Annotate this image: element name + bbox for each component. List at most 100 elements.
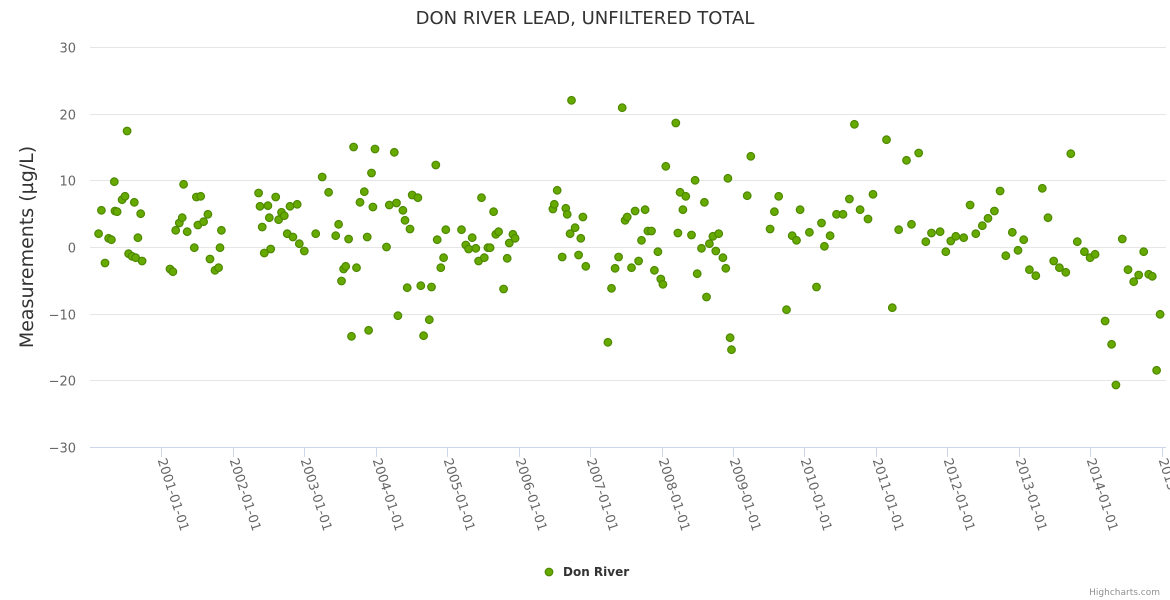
data-point[interactable] — [364, 325, 374, 335]
data-point[interactable] — [112, 207, 122, 217]
data-point[interactable] — [479, 253, 489, 263]
data-point[interactable] — [171, 225, 181, 235]
data-point[interactable] — [914, 148, 924, 158]
data-point[interactable] — [727, 345, 736, 355]
data-point[interactable] — [177, 213, 187, 223]
data-point[interactable] — [1100, 316, 1110, 326]
data-point[interactable] — [681, 191, 691, 201]
data-point[interactable] — [647, 226, 656, 236]
data-point[interactable] — [341, 261, 351, 271]
data-point[interactable] — [334, 219, 344, 229]
data-point[interactable] — [855, 205, 865, 215]
data-point[interactable] — [431, 160, 441, 170]
data-point[interactable] — [565, 229, 575, 239]
data-point[interactable] — [494, 227, 504, 237]
data-point[interactable] — [557, 252, 567, 262]
data-point[interactable] — [765, 224, 775, 234]
data-point[interactable] — [504, 238, 514, 248]
data-point[interactable] — [792, 235, 801, 245]
data-point[interactable] — [485, 243, 495, 253]
data-point[interactable] — [311, 229, 321, 239]
data-point[interactable] — [457, 225, 466, 235]
data-point[interactable] — [610, 263, 620, 273]
data-point[interactable] — [653, 247, 663, 257]
data-point[interactable] — [349, 142, 359, 152]
data-point[interactable] — [1037, 183, 1047, 193]
data-point[interactable] — [389, 147, 399, 157]
data-point[interactable] — [1129, 277, 1139, 287]
data-point[interactable] — [705, 239, 714, 249]
data-point[interactable] — [317, 172, 327, 182]
data-point[interactable] — [133, 233, 143, 243]
data-point[interactable] — [292, 199, 302, 209]
data-point[interactable] — [805, 227, 814, 237]
legend-item-don-river[interactable]: Don River — [563, 565, 629, 579]
data-point[interactable] — [344, 234, 354, 244]
data-point[interactable] — [650, 265, 659, 275]
data-point[interactable] — [257, 222, 267, 232]
data-point[interactable] — [742, 191, 752, 201]
data-point[interactable] — [120, 191, 130, 201]
data-point[interactable] — [941, 247, 951, 257]
data-point[interactable] — [331, 231, 341, 241]
data-point[interactable] — [581, 261, 591, 271]
data-point[interactable] — [1155, 309, 1165, 319]
data-point[interactable] — [427, 282, 436, 292]
data-point[interactable] — [432, 235, 442, 245]
data-point[interactable] — [1139, 247, 1149, 257]
data-point[interactable] — [416, 281, 426, 291]
data-point[interactable] — [1152, 365, 1161, 375]
data-point[interactable] — [216, 225, 226, 235]
data-point[interactable] — [1054, 263, 1064, 273]
data-point[interactable] — [299, 246, 309, 256]
data-point[interactable] — [574, 250, 583, 260]
data-point[interactable] — [770, 207, 779, 217]
data-point[interactable] — [935, 227, 945, 237]
data-point[interactable] — [477, 193, 486, 203]
data-point[interactable] — [436, 263, 446, 273]
data-point[interactable] — [392, 198, 401, 208]
data-point[interactable] — [400, 215, 410, 225]
data-point[interactable] — [630, 206, 640, 216]
data-point[interactable] — [405, 224, 415, 234]
data-point[interactable] — [1049, 256, 1059, 266]
data-point[interactable] — [419, 331, 429, 341]
data-point[interactable] — [700, 197, 709, 207]
data-point[interactable] — [562, 209, 572, 219]
data-point[interactable] — [254, 188, 264, 198]
data-point[interactable] — [570, 223, 580, 233]
data-point[interactable] — [96, 205, 106, 215]
data-point[interactable] — [687, 230, 696, 240]
data-point[interactable] — [721, 263, 731, 273]
data-point[interactable] — [838, 209, 848, 219]
data-point[interactable] — [367, 168, 376, 178]
data-point[interactable] — [678, 205, 688, 215]
data-point[interactable] — [196, 191, 206, 201]
data-point[interactable] — [782, 305, 791, 315]
data-point[interactable] — [109, 177, 119, 187]
data-point[interactable] — [355, 197, 365, 207]
data-point[interactable] — [1007, 227, 1017, 237]
data-point[interactable] — [634, 256, 643, 266]
data-point[interactable] — [567, 95, 576, 105]
data-point[interactable] — [1072, 237, 1082, 247]
data-point[interactable] — [393, 311, 403, 321]
data-point[interactable] — [100, 258, 110, 268]
data-point[interactable] — [370, 144, 380, 154]
data-point[interactable] — [1013, 245, 1023, 255]
data-point[interactable] — [658, 279, 668, 289]
data-point[interactable] — [271, 192, 281, 202]
data-point[interactable] — [690, 175, 700, 185]
data-point[interactable] — [692, 269, 702, 279]
data-point[interactable] — [817, 218, 826, 228]
data-point[interactable] — [359, 187, 369, 197]
data-point[interactable] — [255, 201, 265, 211]
data-point[interactable] — [723, 173, 733, 183]
data-point[interactable] — [382, 242, 391, 252]
series-don-river[interactable] — [94, 95, 1165, 390]
data-point[interactable] — [189, 243, 199, 253]
data-point[interactable] — [384, 200, 394, 210]
data-point[interactable] — [673, 228, 683, 238]
data-point[interactable] — [746, 151, 756, 161]
data-point[interactable] — [214, 263, 224, 273]
